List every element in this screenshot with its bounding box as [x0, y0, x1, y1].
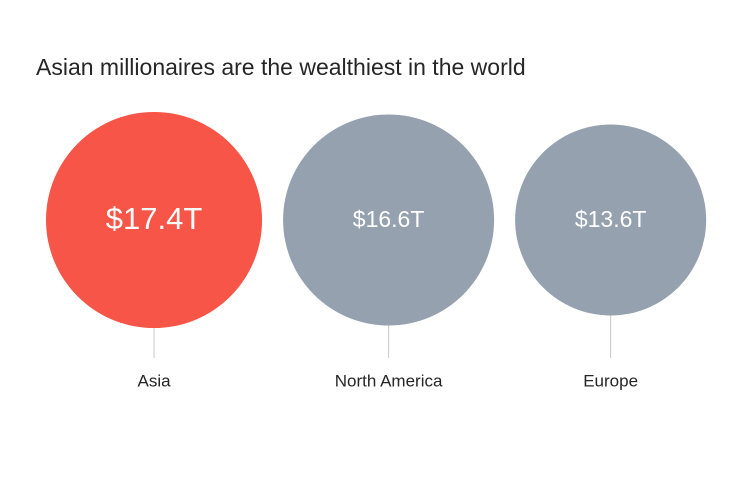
category-label: Asia: [137, 371, 171, 390]
value-label: $16.6T: [353, 206, 425, 232]
value-label: $17.4T: [106, 201, 203, 236]
chart-title: Asian millionaires are the wealthiest in…: [36, 54, 526, 80]
category-label: North America: [335, 371, 443, 390]
bubble: [45, 111, 263, 329]
value-label: $13.6T: [575, 206, 647, 232]
category-label: Europe: [583, 371, 638, 390]
bubble: [515, 124, 707, 316]
bubble: [283, 114, 495, 326]
